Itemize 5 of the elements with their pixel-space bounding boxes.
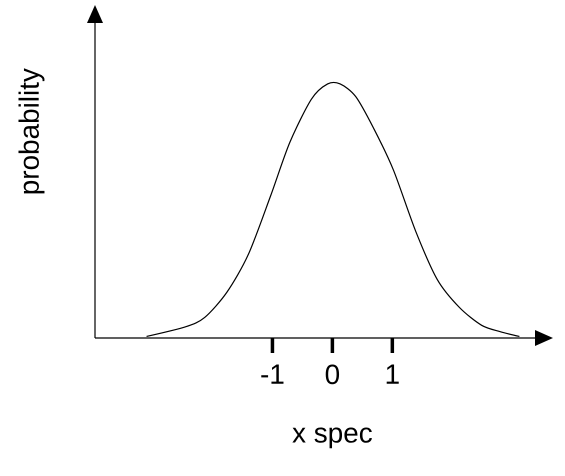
x-tick-label: 0 xyxy=(326,364,340,384)
y-axis-title: probability xyxy=(18,68,44,194)
x-tick-label: -1 xyxy=(261,364,284,384)
x-axis-title: x spec xyxy=(292,428,372,448)
x-tick-label: 1 xyxy=(386,364,399,384)
